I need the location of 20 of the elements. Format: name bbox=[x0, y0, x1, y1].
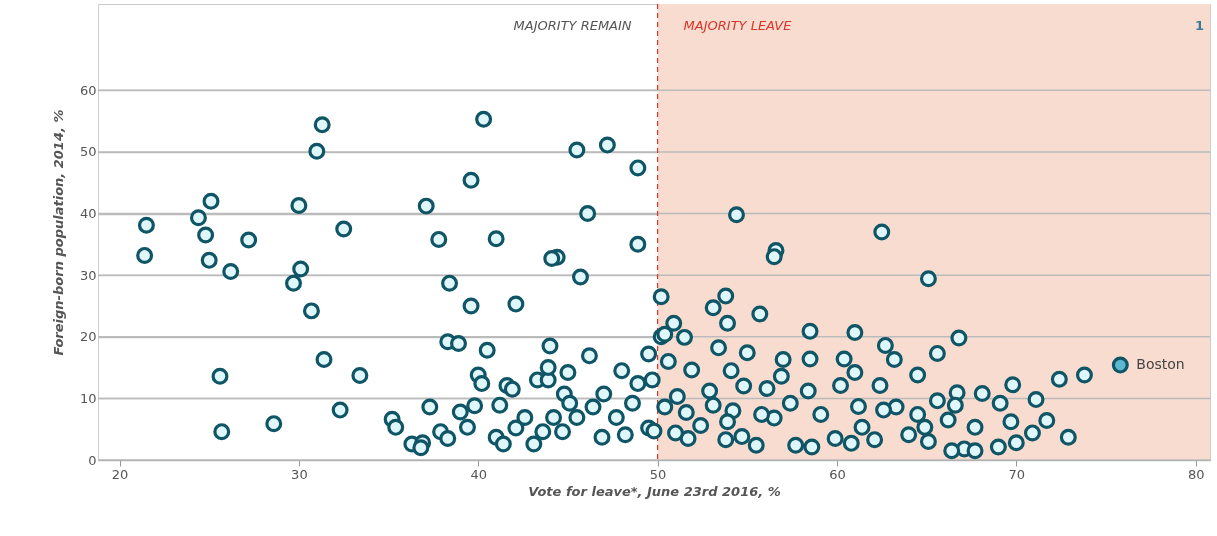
y-axis-title: Foreign-born population, 2014, % bbox=[50, 109, 66, 356]
y-tick-label: 40 bbox=[79, 206, 97, 222]
y-tick-label: 10 bbox=[79, 390, 97, 406]
y-tick-label: 50 bbox=[79, 144, 97, 160]
annotation: 1 bbox=[1194, 18, 1204, 33]
x-tick-label: 80 bbox=[1187, 466, 1205, 482]
annotation: MAJORITY LEAVE bbox=[683, 18, 793, 33]
x-axis-title: Vote for leave*, June 23rd 2016, % bbox=[528, 483, 781, 499]
y-tick-label: 20 bbox=[79, 329, 97, 345]
annotation: Boston bbox=[1136, 356, 1185, 373]
y-tick-label: 60 bbox=[79, 82, 97, 98]
y-tick-label: 0 bbox=[88, 452, 97, 468]
x-tick-label: 50 bbox=[649, 466, 667, 482]
x-tick-label: 60 bbox=[829, 466, 846, 482]
y-tick-label: 30 bbox=[79, 267, 97, 283]
x-tick-label: 30 bbox=[291, 466, 308, 482]
x-tick-label: 70 bbox=[1008, 466, 1026, 482]
x-tick-label: 20 bbox=[111, 466, 129, 482]
x-tick-label: 40 bbox=[470, 466, 488, 482]
annotation: MAJORITY REMAIN bbox=[513, 18, 632, 33]
